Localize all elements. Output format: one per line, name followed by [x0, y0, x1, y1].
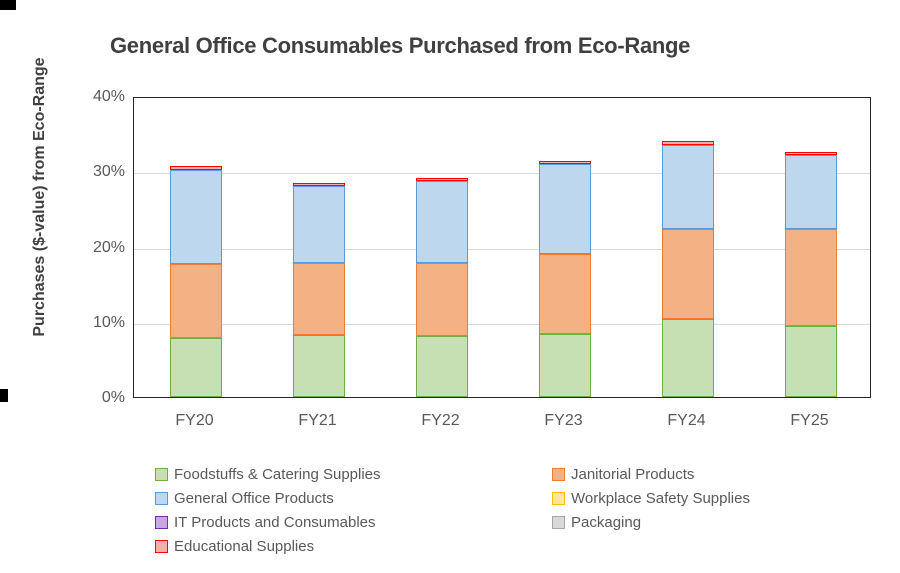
chart-title: General Office Consumables Purchased fro… [110, 33, 691, 58]
bar-segment [784, 152, 837, 156]
bar-segment [169, 263, 222, 339]
legend-label: General Office Products [174, 490, 334, 507]
bar-segment [415, 181, 468, 264]
legend-item-workplace-safety: Workplace Safety Supplies [552, 490, 750, 507]
legend-label: IT Products and Consumables [174, 514, 376, 531]
plot-area [133, 97, 871, 398]
y-tick-label: 10% [92, 313, 125, 331]
bar-segment [292, 186, 345, 264]
legend-item-janitorial: Janitorial Products [552, 466, 694, 483]
gridline [134, 248, 870, 250]
bar-segment [784, 229, 837, 327]
y-tick-label: 30% [92, 163, 125, 181]
bar-segment [538, 254, 591, 334]
legend-label: Workplace Safety Supplies [571, 490, 750, 507]
bar-segment [415, 178, 468, 182]
legend-item-educational: Educational Supplies [155, 538, 314, 555]
bar-segment [292, 263, 345, 336]
bar-segment [415, 263, 468, 337]
gridline [134, 323, 870, 325]
x-axis-label: FY25 [790, 412, 829, 429]
x-axis-label: FY22 [421, 412, 460, 429]
legend-item-general-office: General Office Products [155, 490, 334, 507]
legend-swatch-blue-icon [155, 492, 168, 505]
y-tick-label: 20% [92, 238, 125, 256]
legend-swatch-purple-icon [155, 516, 168, 529]
legend-label: Janitorial Products [571, 466, 695, 483]
bar-segment [661, 144, 714, 230]
bar-segment [169, 166, 222, 170]
x-axis-label: FY24 [667, 412, 706, 429]
x-axis-label: FY20 [175, 412, 214, 429]
bar-segment [661, 229, 714, 319]
bar-segment [784, 155, 837, 230]
x-axis-label: FY21 [298, 412, 337, 429]
bar-segment [169, 169, 222, 264]
legend-swatch-yellow-icon [552, 492, 565, 505]
legend-item-packaging: Packaging [552, 514, 641, 531]
bar-segment [784, 326, 837, 397]
legend-label: Packaging [571, 514, 642, 531]
legend-item-foodstuffs: Foodstuffs & Catering Supplies [155, 466, 381, 483]
legend-swatch-gray-icon [552, 516, 565, 529]
bar-segment [538, 333, 591, 397]
bar-segment [661, 318, 714, 397]
gridline [134, 173, 870, 175]
bar-segment [538, 164, 591, 255]
y-axis-title: Purchases ($-value) from Eco-Range [31, 57, 48, 337]
screenshot-artifact-left-edge [0, 389, 8, 402]
legend-swatch-green-icon [155, 468, 168, 481]
x-axis-label: FY23 [544, 412, 583, 429]
bar-segment [292, 335, 345, 397]
bar-segment [661, 141, 714, 145]
legend-swatch-orange-icon [552, 468, 565, 481]
legend-item-it-products: IT Products and Consumables [155, 514, 376, 531]
legend-label: Foodstuffs & Catering Supplies [174, 466, 381, 483]
legend-label: Educational Supplies [174, 538, 315, 555]
y-tick-label: 40% [92, 88, 125, 105]
bar-segment [538, 160, 591, 165]
legend-swatch-red-icon [155, 540, 168, 553]
bar-segment [415, 336, 468, 397]
y-tick-label: 0% [101, 389, 125, 406]
bar-segment [292, 183, 345, 187]
bar-segment [169, 338, 222, 397]
screenshot-artifact-top-left [0, 0, 16, 10]
